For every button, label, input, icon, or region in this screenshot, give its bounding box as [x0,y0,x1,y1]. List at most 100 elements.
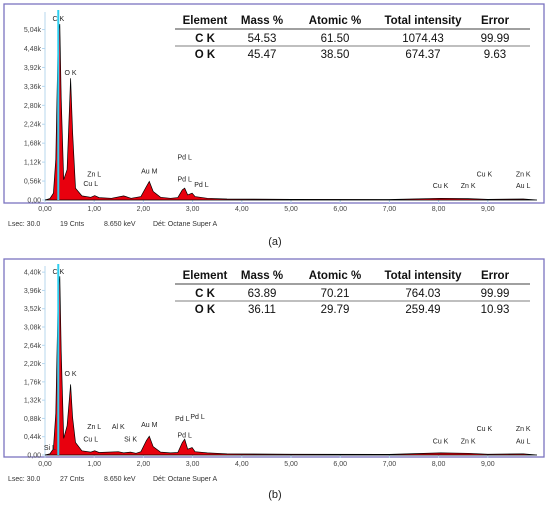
x-tick-label: 3,00 [186,461,200,468]
x-tick-label: 8,00 [432,461,446,468]
y-tick-label: 2,20k [24,361,42,368]
y-tick-label: 0,00 [27,198,41,205]
peak-label: Pd L [190,414,205,421]
table-header: Error [481,15,510,27]
peak-label: Pd L [194,182,209,189]
peak-label: Pd L [178,154,193,161]
table-header: Mass % [241,15,283,27]
peak-label: Cu K [433,183,449,190]
y-tick-label: 1,76k [24,379,42,386]
peak-label: Au L [516,183,531,190]
peak-label: C K [52,269,64,276]
peak-label: Zn K [516,171,531,178]
spectrum-area [44,276,538,456]
table-header: Element [183,15,228,27]
table-cell: O K [195,49,216,61]
x-tick-label: 3,00 [186,206,200,213]
table-cell: 1074.43 [402,33,444,45]
x-tick-label: 9,00 [481,206,495,213]
peak-label: O K [65,70,77,77]
peak-label: Zn K [461,183,476,190]
x-tick-label: 5,00 [284,461,298,468]
y-tick-label: 3,36k [24,84,42,91]
y-tick-label: 3,96k [24,288,42,295]
table-header: Error [481,270,510,282]
panel-frame [3,258,545,458]
y-tick-label: 4,48k [24,46,42,53]
status-text: Dét: Octane Super A [153,221,218,228]
peak-label: Cu K [433,438,449,445]
panel-frame [3,3,545,204]
y-tick-label: 2,24k [24,122,42,129]
table-cell: C K [195,33,216,45]
status-text: 8.650 keV [104,476,136,483]
panel-caption: (b) [268,489,281,501]
peak-label: Au L [516,438,531,445]
x-tick-label: 7,00 [383,206,397,213]
peak-label: Au M [141,422,158,429]
table-cell: 9.63 [484,49,506,61]
peak-label: Cu K [477,426,493,433]
peak-label: Zn K [516,426,531,433]
peak-label: Zn L [87,171,101,178]
y-tick-label: 3,08k [24,325,42,332]
peak-label: Al K [112,424,125,431]
y-tick-label: 1,68k [24,141,42,148]
table-cell: 36.11 [248,304,276,316]
x-tick-label: 5,00 [284,206,298,213]
peak-label: Au M [141,169,158,176]
peak-label: Cu L [83,437,98,444]
table-cell: 99.99 [481,33,510,45]
panel-caption: (a) [268,236,281,248]
table-cell: 63.89 [248,288,277,300]
peak-label: Cu K [477,171,493,178]
x-tick-label: 1,00 [87,461,101,468]
table-cell: C K [195,288,216,300]
x-tick-label: 0,00 [38,206,52,213]
peak-label: Si L [44,445,56,452]
peak-label: O K [65,371,77,378]
x-tick-label: 2,00 [137,461,151,468]
x-tick-label: 6,00 [333,206,347,213]
x-tick-label: 6,00 [333,461,347,468]
y-tick-label: 3,52k [24,306,42,313]
x-tick-label: 4,00 [235,461,249,468]
x-tick-label: 9,00 [481,461,495,468]
table-cell: O K [195,304,216,316]
peak-label: Pd L [178,433,193,440]
table-cell: 45.47 [248,49,277,61]
y-tick-label: 0,44k [24,434,42,441]
x-tick-label: 1,00 [87,206,101,213]
x-tick-label: 0,00 [38,461,52,468]
peak-label: Pd L [178,176,193,183]
table-cell: 38.50 [321,49,350,61]
peak-label: Zn K [461,438,476,445]
status-text: Lsec: 30.0 [8,221,40,228]
peak-label: Si K [124,437,137,444]
status-text: 27 Cnts [60,476,85,483]
table-cell: 674.37 [405,49,440,61]
status-text: Dét: Octane Super A [153,476,218,483]
status-text: 8.650 keV [104,221,136,228]
y-tick-label: 2,64k [24,343,42,350]
y-tick-label: 2,80k [24,103,42,110]
table-cell: 10.93 [481,304,510,316]
status-text: 19 Cnts [60,221,85,228]
y-tick-label: 0,88k [24,416,42,423]
table-header: Total intensity [384,270,462,282]
table-header: Atomic % [309,15,361,27]
eds-panel-a: 0,00 0,56k 1,12k 1,68k 2,24k 2,80k 3,36k 3,92k 4… [3,3,545,248]
y-tick-label: 1,32k [24,398,42,405]
x-tick-label: 7,00 [383,461,397,468]
table-cell: 61.50 [321,33,350,45]
table-cell: 54.53 [248,33,277,45]
peak-label: Zn L [87,424,101,431]
y-tick-label: 0,56k [24,179,42,186]
table-header: Element [183,270,228,282]
peak-label: C K [52,16,64,23]
y-tick-label: 3,92k [24,65,42,72]
eds-panel-b: 0,00 0,44k 0,88k 1,32k 1,76k 2,20k 2,64k 3,08k 3… [3,258,545,501]
table-cell: 99.99 [481,288,510,300]
status-text: Lsec: 30.0 [8,476,40,483]
